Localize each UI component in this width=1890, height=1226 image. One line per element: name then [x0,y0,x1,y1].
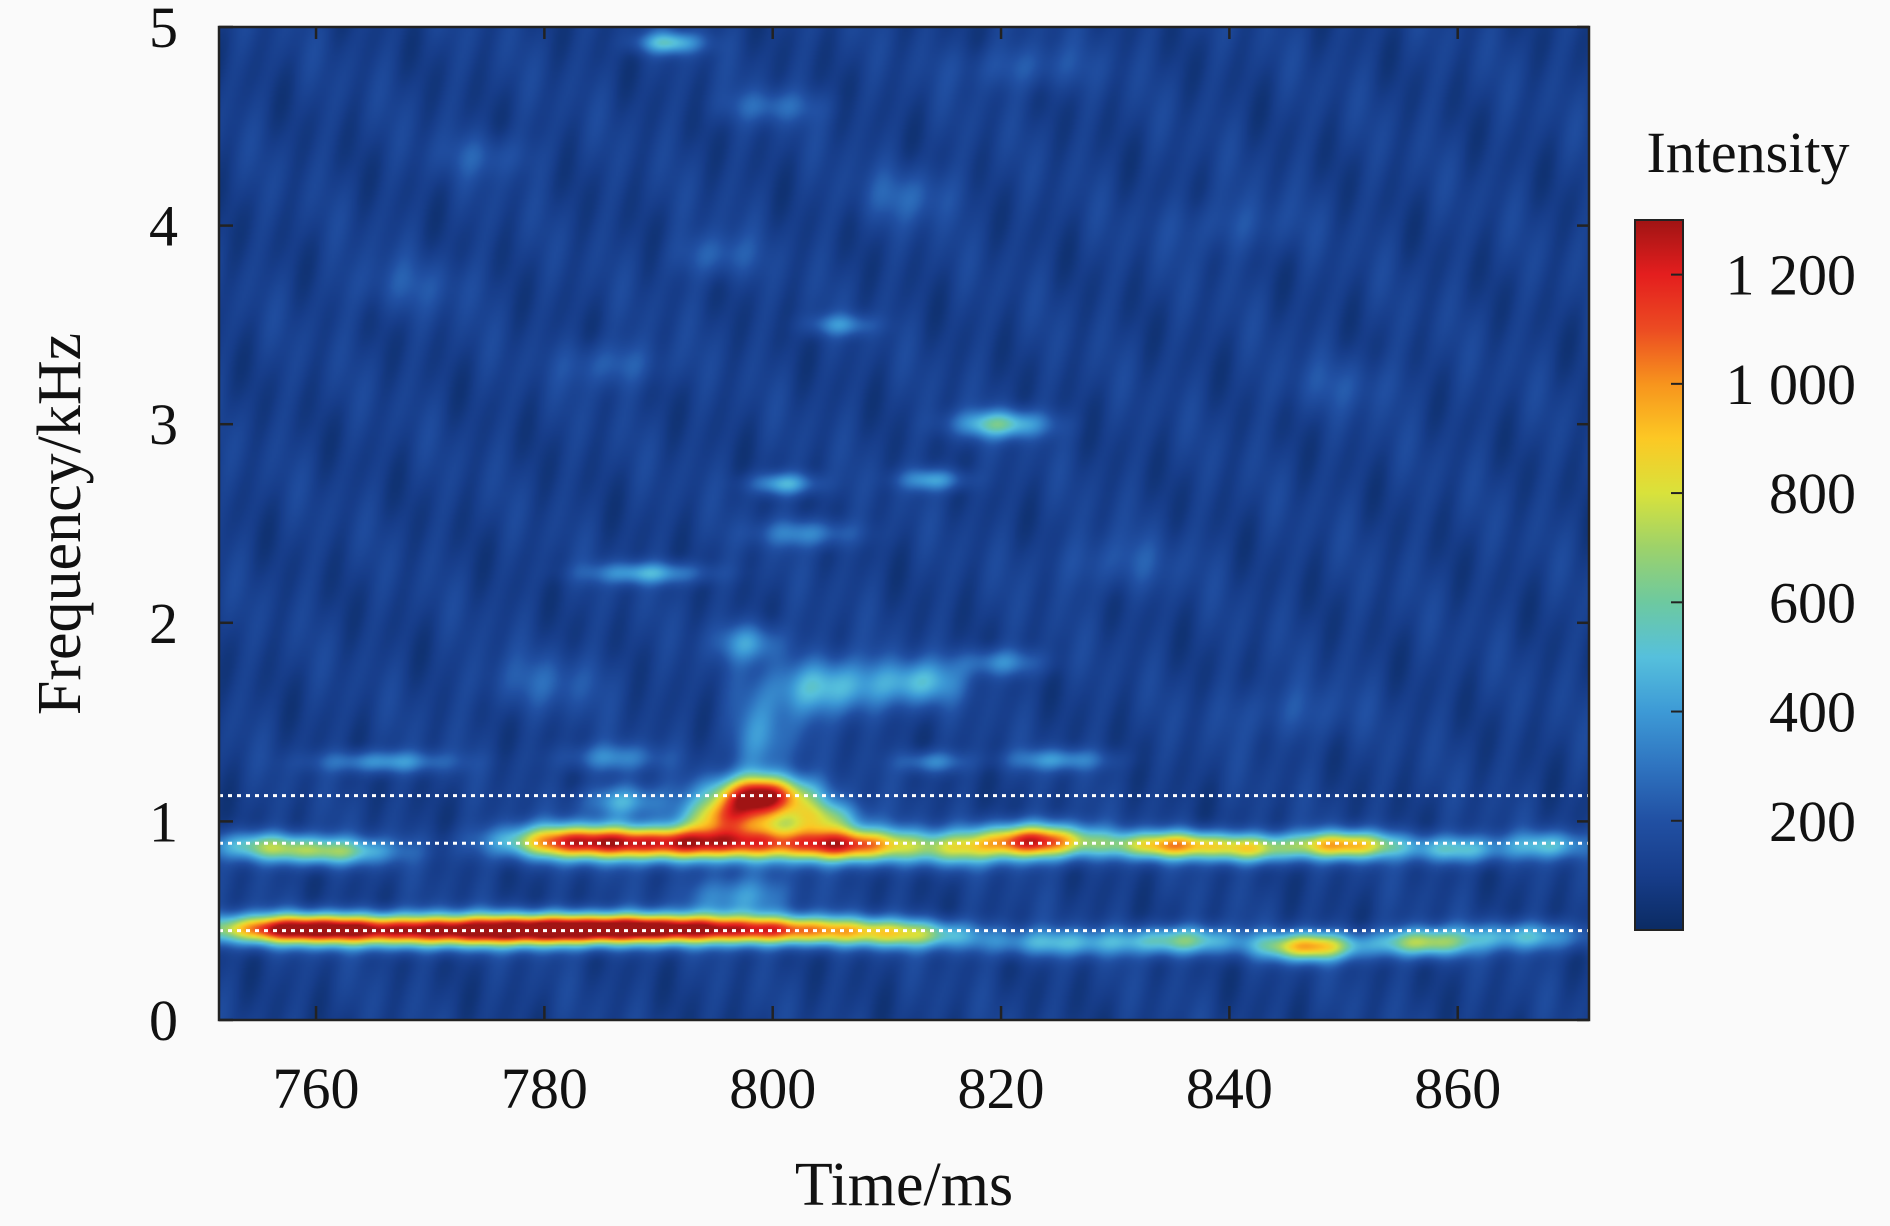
x-tick-label: 820 [958,1056,1045,1121]
plot-frame [217,25,1591,1022]
x-tick-label: 840 [1186,1056,1273,1121]
x-tick-label: 780 [501,1056,588,1121]
y-tick-label: 2 [149,591,178,656]
colorbar-tick-label: 600 [1769,570,1856,635]
x-axis-label: Time/ms [795,1151,1013,1219]
y-tick-label: 1 [149,789,178,854]
colorbar-label: Intensity [1647,120,1850,185]
colorbar-tick-label: 1 200 [1726,243,1857,308]
y-axis: 0 1 2 3 4 5 [149,0,1589,1053]
y-tick-label: 4 [149,194,178,259]
reference-lines [219,794,1589,933]
colorbar-tick-label: 400 [1769,680,1856,745]
y-tick-label: 5 [149,0,178,60]
colorbar [1634,219,1684,931]
x-tick-label: 760 [273,1056,360,1121]
y-tick-label: 0 [149,988,178,1053]
y-axis-label: Frequency/kHz [26,333,94,715]
x-tick-label: 800 [729,1056,816,1121]
colorbar-ticks: 200 400 600 800 1 000 1 200 [1671,243,1856,854]
colorbar-tick-label: 1 000 [1726,352,1857,417]
colorbar-tick-label: 200 [1769,789,1856,854]
x-tick-label: 860 [1414,1056,1501,1121]
colorbar-tick-label: 800 [1769,461,1856,526]
x-axis: 760 780 800 820 840 860 [273,27,1501,1121]
spectrogram-heatmap [219,27,1589,1020]
y-tick-label: 3 [149,392,178,457]
